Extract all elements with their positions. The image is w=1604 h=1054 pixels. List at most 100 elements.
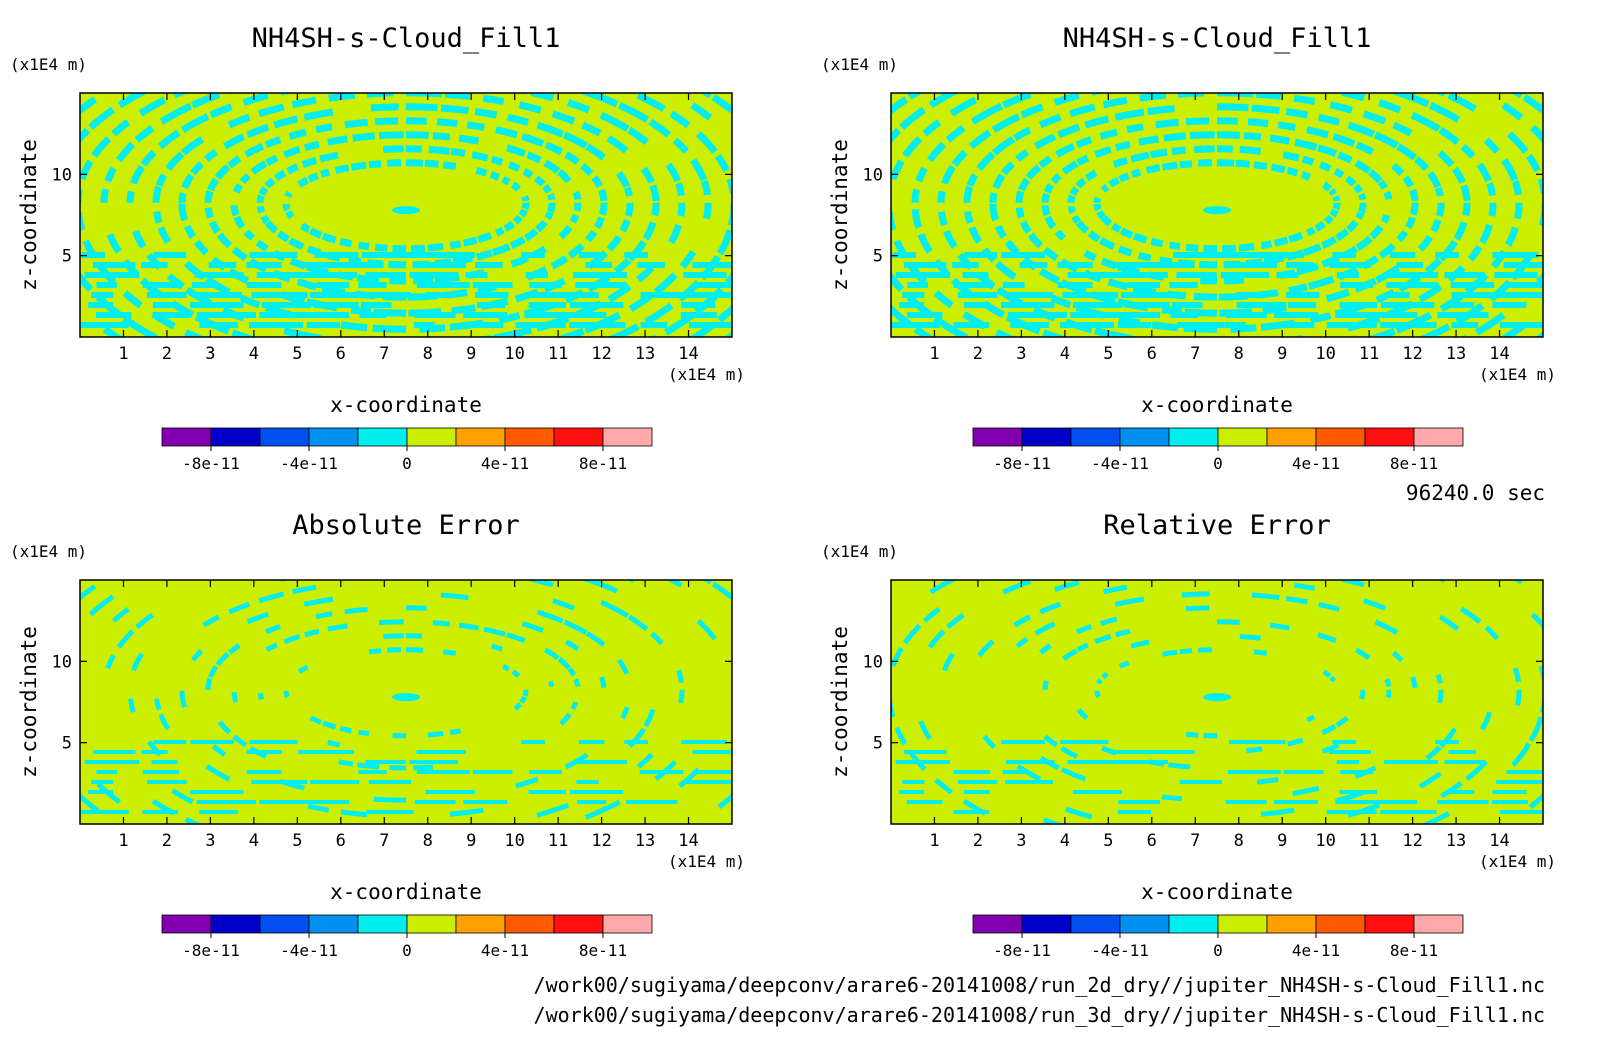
colorbar-tick-label: 0: [402, 454, 412, 473]
colorbar-segment: [504, 427, 555, 447]
x-tick-label: 2: [162, 831, 172, 851]
x-tick-label: 13: [1446, 344, 1466, 364]
colorbar-segment: [406, 427, 457, 447]
colorbar-segment: [1266, 914, 1317, 934]
colorbar-segment: [161, 427, 212, 447]
x-tick-label: 3: [205, 344, 215, 364]
x-axis-label: x-coordinate: [330, 393, 482, 417]
colorbar-segment: [1413, 427, 1464, 447]
colorbar-tick-label: 4e-11: [1292, 454, 1340, 473]
x-tick-label: 4: [1060, 831, 1070, 851]
x-tick-label: 6: [336, 831, 346, 851]
colorbar-tick-label: -8e-11: [993, 454, 1051, 473]
x-tick-label: 7: [379, 831, 389, 851]
colorbar-segment: [1119, 427, 1170, 447]
y-axis-label: z-coordinate: [828, 139, 852, 291]
colorbar-segment: [455, 427, 506, 447]
colorbar-segment: [210, 427, 261, 447]
colorbar-tick-label: 8e-11: [1390, 941, 1438, 960]
x-unit-label: (x1E4 m): [668, 365, 745, 384]
y-axis-label: z-coordinate: [828, 626, 852, 778]
x-unit-label: (x1E4 m): [1479, 852, 1556, 871]
panel-3: Absolute Error(x1E4 m)1 2 3 4 5 6 7 8 9 10 11 12 13 1…: [10, 510, 745, 960]
colorbar-segment: [1315, 914, 1366, 934]
colorbar-segment: [1217, 427, 1268, 447]
field-pattern: [80, 93, 732, 337]
y-tick-label: 10: [863, 165, 883, 185]
panel-4: Relative Error(x1E4 m)1 2 3 4 5 6 7 8 9 10 11 12 13 1…: [821, 510, 1556, 960]
colorbar-tick-label: -8e-11: [182, 941, 240, 960]
colorbar-tick-label: -4e-11: [280, 454, 338, 473]
x-tick-label: 5: [1103, 831, 1113, 851]
colorbar-segment: [1364, 427, 1415, 447]
x-axis-label: x-coordinate: [1141, 880, 1293, 904]
colorbar-segment: [1364, 914, 1415, 934]
colorbar-segment: [1266, 427, 1317, 447]
colorbar-segment: [602, 914, 653, 934]
y-tick-label: 10: [52, 652, 72, 672]
colorbar-segment: [210, 914, 261, 934]
colorbar-tick-label: 4e-11: [481, 454, 529, 473]
x-tick-label: 4: [249, 831, 259, 851]
field-pattern: [891, 580, 1543, 824]
y-tick-label: 10: [52, 165, 72, 185]
colorbar-tick-label: -4e-11: [280, 941, 338, 960]
x-tick-label: 1: [118, 344, 128, 364]
file-path-2: /work00/sugiyama/deepconv/arare6-2014100…: [534, 1003, 1545, 1027]
colorbar-tick-label: 8e-11: [579, 454, 627, 473]
x-tick-label: 2: [162, 344, 172, 364]
plot-frame: [79, 92, 733, 338]
x-unit-label: (x1E4 m): [1479, 365, 1556, 384]
colorbar-tick-label: 0: [1213, 941, 1223, 960]
y-unit-label: (x1E4 m): [821, 55, 898, 74]
colorbar-segment: [1070, 427, 1121, 447]
colorbar-segment: [553, 427, 604, 447]
y-axis-label: z-coordinate: [17, 139, 41, 291]
y-tick-label: 5: [873, 734, 883, 754]
colorbar-tick-label: -8e-11: [182, 454, 240, 473]
colorbar-segment: [504, 914, 555, 934]
y-unit-label: (x1E4 m): [10, 542, 87, 561]
x-tick-label: 10: [1315, 344, 1335, 364]
y-unit-label: (x1E4 m): [821, 542, 898, 561]
colorbar-segment: [1021, 914, 1072, 934]
file-path-1: /work00/sugiyama/deepconv/arare6-2014100…: [534, 973, 1545, 997]
y-unit-label: (x1E4 m): [10, 55, 87, 74]
colorbar-segment: [1021, 427, 1072, 447]
colorbar-tick-label: 8e-11: [579, 941, 627, 960]
x-tick-label: 7: [379, 344, 389, 364]
plot-frame: [890, 579, 1544, 825]
colorbar-segment: [357, 427, 408, 447]
x-tick-label: 9: [1277, 344, 1287, 364]
x-tick-label: 8: [1234, 831, 1244, 851]
x-tick-label: 3: [205, 831, 215, 851]
x-tick-label: 5: [292, 344, 302, 364]
x-tick-label: 12: [1402, 344, 1422, 364]
x-tick-label: 12: [1402, 831, 1422, 851]
x-tick-label: 13: [635, 344, 655, 364]
x-tick-label: 8: [1234, 344, 1244, 364]
colorbar-segment: [1119, 914, 1170, 934]
x-tick-label: 1: [929, 831, 939, 851]
colorbar-segment: [602, 427, 653, 447]
colorbar-segment: [161, 914, 212, 934]
x-tick-label: 11: [548, 344, 568, 364]
colorbar-tick-label: 0: [402, 941, 412, 960]
plot-frame: [890, 92, 1544, 338]
x-tick-label: 9: [466, 831, 476, 851]
colorbar-segment: [259, 427, 310, 447]
x-tick-label: 6: [336, 344, 346, 364]
x-tick-label: 6: [1147, 831, 1157, 851]
colorbar-tick-label: 8e-11: [1390, 454, 1438, 473]
colorbar-segment: [259, 914, 310, 934]
colorbar-segment: [308, 427, 359, 447]
x-tick-label: 9: [1277, 831, 1287, 851]
colorbar-segment: [406, 914, 457, 934]
x-tick-label: 4: [1060, 344, 1070, 364]
colorbar-tick-label: -8e-11: [993, 941, 1051, 960]
colorbar-segment: [308, 914, 359, 934]
plot-frame: [79, 579, 733, 825]
x-tick-label: 7: [1190, 344, 1200, 364]
colorbar-segment: [1168, 914, 1219, 934]
field-pattern: [80, 580, 732, 824]
